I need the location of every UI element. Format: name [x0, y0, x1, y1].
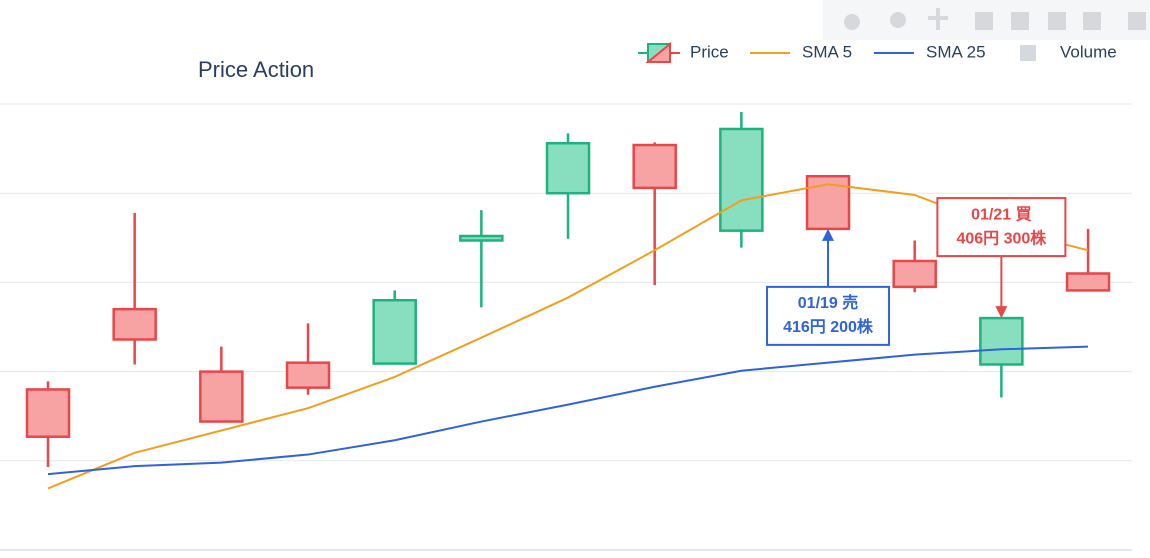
sma-line — [47, 345, 1089, 476]
chart-title: Price Action — [198, 57, 314, 82]
candle-body — [892, 259, 937, 289]
annotation-box — [766, 285, 891, 346]
legend-swatch — [1020, 45, 1036, 61]
candle-body — [979, 316, 1024, 366]
legend-label: SMA 5 — [802, 42, 852, 61]
annotation-text: 406円 300株 — [956, 228, 1047, 247]
candle-body — [459, 234, 504, 242]
legend-label: Volume — [1060, 42, 1117, 61]
annotation-text: 01/19 売 — [798, 293, 859, 312]
legend-label: Price — [690, 42, 729, 61]
candle-body — [25, 388, 71, 438]
candle-body — [719, 127, 764, 232]
annotation-arrowhead — [822, 228, 835, 241]
candle-body — [545, 141, 591, 195]
candle-body — [112, 307, 157, 341]
annotation-box — [936, 197, 1067, 258]
annotation-text: 01/21 買 — [971, 205, 1032, 223]
candle-body — [1065, 272, 1111, 292]
sma-line — [47, 183, 1089, 490]
annotation-text: 416円 200株 — [783, 317, 874, 336]
candle-body — [199, 370, 244, 423]
candle-body — [632, 143, 677, 190]
legend-label: SMA 25 — [926, 42, 986, 61]
modebar-icons — [844, 8, 1146, 30]
candle-body — [285, 361, 331, 389]
candle-body — [372, 298, 417, 365]
annotation-arrowhead — [995, 306, 1008, 319]
